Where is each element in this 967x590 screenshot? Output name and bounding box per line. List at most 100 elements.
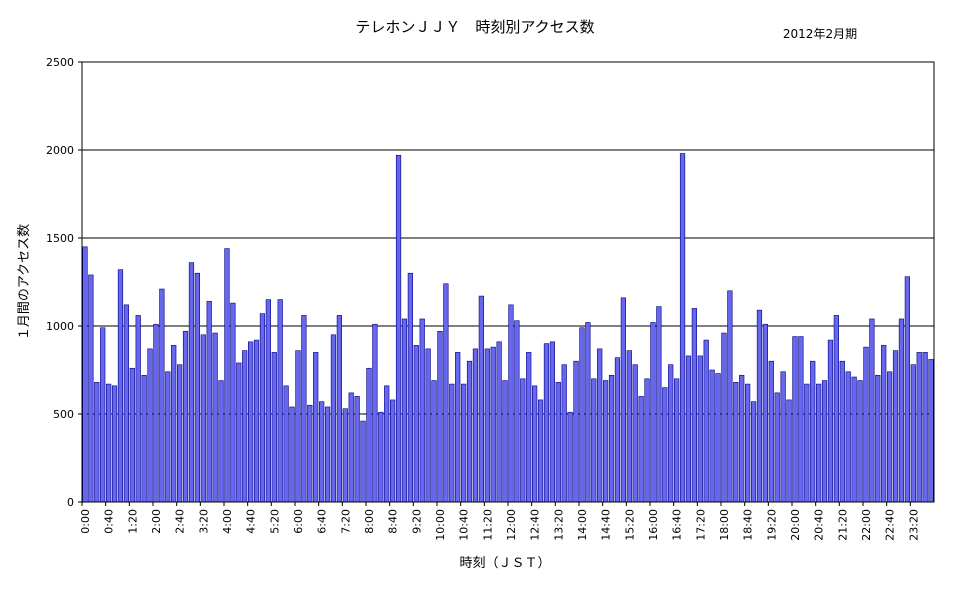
bar	[881, 345, 887, 503]
bar	[277, 299, 283, 503]
bar	[253, 339, 260, 503]
x-tick-label: 16:40	[671, 509, 684, 541]
bar	[869, 318, 875, 503]
bar	[236, 362, 242, 503]
bar	[721, 332, 727, 503]
x-tick-label: 8:40	[387, 509, 400, 534]
bar	[478, 295, 484, 503]
x-tick-label: 2:00	[150, 509, 163, 534]
bar	[804, 383, 810, 503]
bar	[484, 348, 490, 503]
bar	[449, 383, 455, 503]
bar	[259, 313, 266, 503]
bar	[774, 392, 780, 503]
bar	[496, 341, 502, 503]
bar	[218, 380, 224, 503]
x-tick-label: 10:00	[434, 509, 447, 541]
bar	[360, 420, 366, 503]
bar	[603, 380, 609, 503]
x-tick-label: 13:20	[552, 509, 565, 541]
x-tick-label: 1:20	[126, 509, 139, 534]
bar	[887, 371, 893, 503]
bar	[188, 262, 195, 503]
bar	[786, 399, 792, 503]
bar	[857, 380, 863, 503]
bar	[668, 364, 674, 503]
bar	[324, 406, 331, 503]
x-tick-label: 4:00	[221, 509, 234, 534]
bar	[614, 357, 621, 503]
x-tick-label: 22:00	[860, 509, 873, 541]
bar	[431, 380, 437, 503]
bar	[455, 352, 461, 503]
bar	[650, 322, 656, 503]
bar	[147, 348, 153, 503]
x-tick-label: 0:40	[103, 509, 116, 534]
bar	[171, 345, 177, 503]
bar	[875, 374, 881, 503]
bar	[342, 408, 348, 503]
bar	[756, 309, 763, 503]
y-axis-label: １月間のアクセス数	[17, 224, 32, 340]
bar	[750, 401, 757, 503]
bar	[638, 396, 644, 503]
bar	[892, 350, 899, 503]
bar	[307, 404, 313, 503]
x-axis-ticks: 0:00 0:40 1:20 2:00 2:40 3:20 4:00 4:40 5:20 6:00…	[79, 502, 920, 541]
bar	[839, 360, 845, 503]
bar	[916, 352, 922, 503]
bar	[407, 272, 413, 503]
y-tick-label: 1500	[46, 232, 74, 245]
x-tick-label: 11:20	[481, 509, 494, 541]
bar	[567, 411, 573, 503]
x-tick-label: 20:00	[789, 509, 802, 541]
bar	[520, 378, 526, 503]
bar	[792, 336, 798, 503]
bar	[514, 320, 520, 503]
bar	[490, 346, 496, 503]
bar	[212, 332, 218, 503]
bar	[898, 318, 905, 503]
bar	[733, 382, 739, 503]
bar	[425, 348, 431, 503]
bar	[768, 360, 774, 503]
bar	[372, 323, 378, 503]
bar	[833, 315, 839, 503]
bar	[395, 154, 402, 503]
bar	[248, 341, 254, 503]
bar	[100, 327, 106, 503]
bar	[165, 371, 171, 503]
x-tick-label: 19:20	[765, 509, 778, 541]
bar	[230, 302, 236, 503]
bar	[336, 315, 342, 503]
bar	[904, 276, 910, 503]
bar	[301, 315, 307, 503]
bar	[928, 359, 934, 503]
bar	[206, 301, 212, 503]
bar	[194, 272, 200, 503]
bar	[401, 318, 408, 503]
bar	[709, 369, 715, 503]
bar	[543, 343, 550, 503]
bars	[82, 153, 934, 503]
bar	[177, 364, 183, 503]
bar	[827, 339, 834, 503]
bar	[443, 283, 449, 503]
bar	[863, 346, 869, 503]
bar	[922, 352, 928, 503]
bar	[745, 383, 751, 503]
y-tick-label: 2500	[46, 56, 74, 69]
bar	[780, 371, 786, 503]
x-tick-label: 10:40	[458, 509, 471, 541]
bar	[117, 269, 124, 503]
bar	[845, 371, 851, 503]
bar	[591, 378, 597, 503]
bar	[319, 401, 325, 503]
x-tick-label: 12:00	[505, 509, 518, 541]
bar	[330, 334, 337, 503]
gridlines	[82, 149, 934, 415]
bar	[739, 374, 745, 503]
bar	[123, 304, 129, 503]
bar	[573, 360, 579, 503]
x-tick-label: 7:20	[339, 509, 352, 534]
